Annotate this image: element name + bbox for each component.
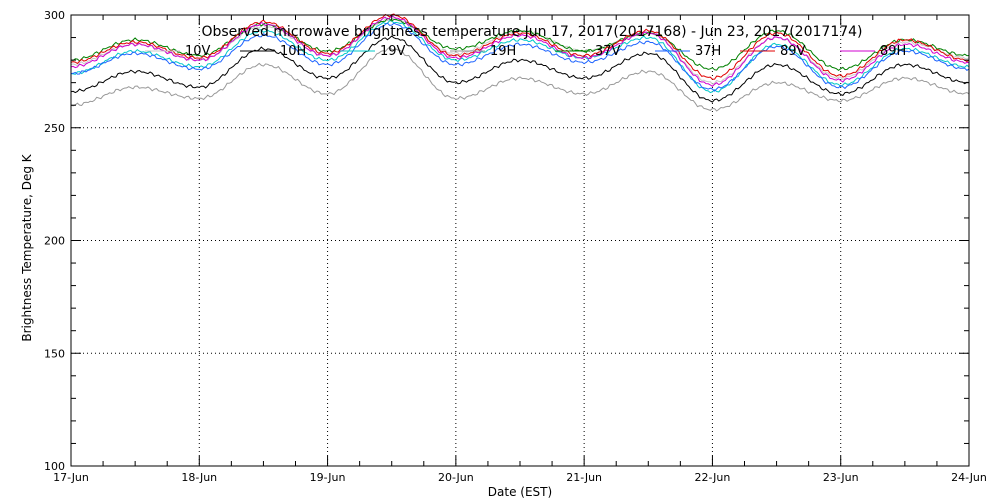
x-tick-label: 20-Jun bbox=[438, 471, 474, 484]
y-tick-label: 300 bbox=[44, 9, 65, 22]
x-tick-label: 23-Jun bbox=[823, 471, 859, 484]
x-tick-label: 24-Jun bbox=[951, 471, 987, 484]
y-axis-label: Brightness Temperature, Deg K bbox=[20, 153, 34, 341]
legend-label-37V: 37V bbox=[595, 44, 621, 59]
x-tick-label: 18-Jun bbox=[181, 471, 217, 484]
y-tick-label: 100 bbox=[44, 460, 65, 473]
series-line-37H bbox=[70, 22, 970, 92]
legend-label-37H: 37H bbox=[695, 44, 721, 59]
legend: 10V 10H 19V 19H 37V 37H 89V 89H bbox=[145, 44, 906, 59]
chart-title: Observed microwave brightness temperatur… bbox=[201, 24, 862, 40]
legend-label-10H: 10H bbox=[280, 44, 306, 59]
series-line-37V bbox=[70, 17, 969, 72]
x-tick-label: 17-Jun bbox=[53, 471, 89, 484]
series-line-10V bbox=[70, 18, 970, 85]
y-tick-label: 150 bbox=[44, 347, 65, 360]
series-line-89H bbox=[70, 15, 970, 88]
series-line-19H bbox=[70, 46, 970, 112]
legend-label-19V: 19V bbox=[380, 44, 406, 59]
legend-label-89V: 89V bbox=[780, 44, 806, 59]
grid-lines bbox=[71, 15, 969, 466]
series-line-19V bbox=[70, 20, 970, 94]
x-axis-label: Date (EST) bbox=[488, 485, 552, 499]
x-tick-label: 19-Jun bbox=[310, 471, 346, 484]
y-tick-label: 250 bbox=[44, 122, 65, 135]
series-line-10H bbox=[70, 35, 970, 103]
legend-label-10V: 10V bbox=[185, 44, 211, 59]
axis-ticks: 100 150 200 250 300 17-Jun 18-Jun 19-Jun 20-Jun 2… bbox=[44, 9, 987, 484]
y-tick-label: 200 bbox=[44, 235, 65, 248]
x-tick-label: 22-Jun bbox=[695, 471, 731, 484]
legend-label-19H: 19H bbox=[490, 44, 516, 59]
series-line-89V bbox=[70, 13, 970, 80]
series-layer bbox=[70, 13, 970, 112]
legend-label-89H: 89H bbox=[880, 44, 906, 59]
x-tick-label: 21-Jun bbox=[566, 471, 602, 484]
